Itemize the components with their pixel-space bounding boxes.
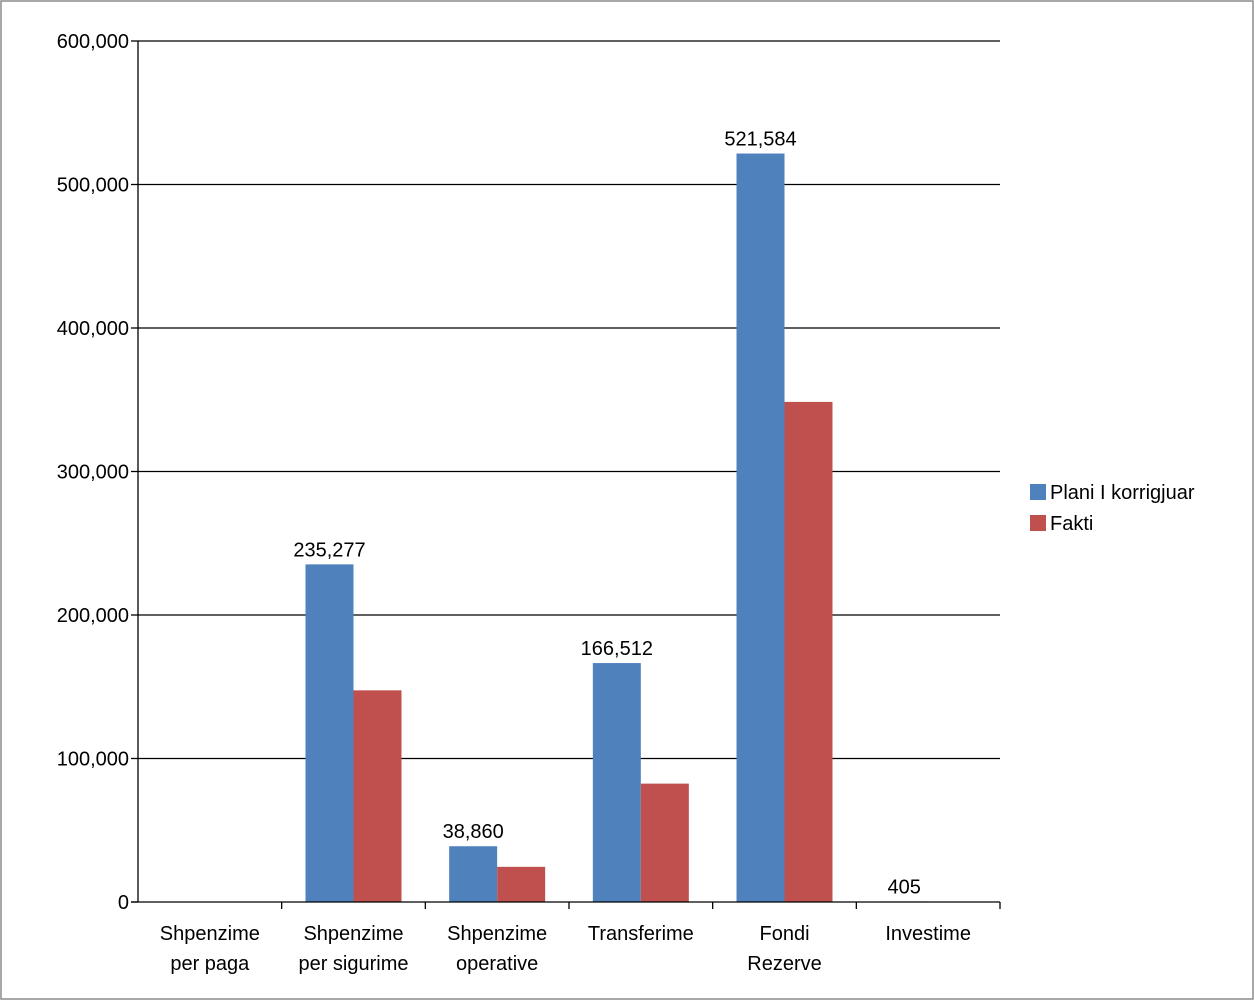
data-label: 166,512 — [581, 638, 653, 660]
data-label: 521,584 — [724, 129, 796, 151]
legend-swatch — [1030, 484, 1046, 500]
x-tick-label: Transferime — [588, 923, 694, 945]
y-tick-label: 500,000 — [57, 175, 129, 197]
axis-layer — [131, 40, 1001, 909]
bar — [449, 846, 498, 902]
y-tick-label: 100,000 — [57, 749, 129, 771]
bar — [305, 564, 354, 902]
x-tick-label: per paga — [170, 953, 250, 975]
legend-label: Plani I korrigjuar — [1050, 482, 1195, 504]
data-label: 235,277 — [293, 539, 365, 561]
x-tick-label: Shpenzime — [303, 923, 403, 945]
x-tick-label: Fondi — [759, 923, 809, 945]
data-label: 38,860 — [443, 821, 504, 843]
x-tick-label: Rezerve — [747, 953, 821, 975]
x-tick-label: Shpenzime — [447, 923, 547, 945]
bar — [497, 866, 546, 902]
y-tick-label: 300,000 — [57, 462, 129, 484]
data-label: 405 — [887, 876, 920, 898]
legend-label: Fakti — [1050, 513, 1093, 535]
legend-swatch — [1030, 515, 1046, 531]
x-tick-label: per sigurime — [298, 953, 408, 975]
bar — [353, 690, 402, 902]
bar-layer — [305, 153, 929, 902]
y-tick-label: 0 — [118, 892, 129, 914]
bar — [640, 783, 689, 902]
bar — [592, 663, 641, 902]
label-layer: 0 100,000 200,000 300,000 400,000 500,000 600,… — [57, 31, 971, 975]
bar — [736, 153, 785, 902]
x-tick-label: Investime — [885, 923, 971, 945]
x-tick-label: operative — [456, 953, 538, 975]
x-tick-label: Shpenzime — [160, 923, 260, 945]
y-tick-label: 600,000 — [57, 31, 129, 53]
y-tick-label: 200,000 — [57, 605, 129, 627]
grid-layer — [138, 40, 1000, 760]
y-tick-label: 400,000 — [57, 318, 129, 340]
legend: Plani I korrigjuar Fakti — [1030, 482, 1195, 535]
bar — [784, 401, 833, 902]
